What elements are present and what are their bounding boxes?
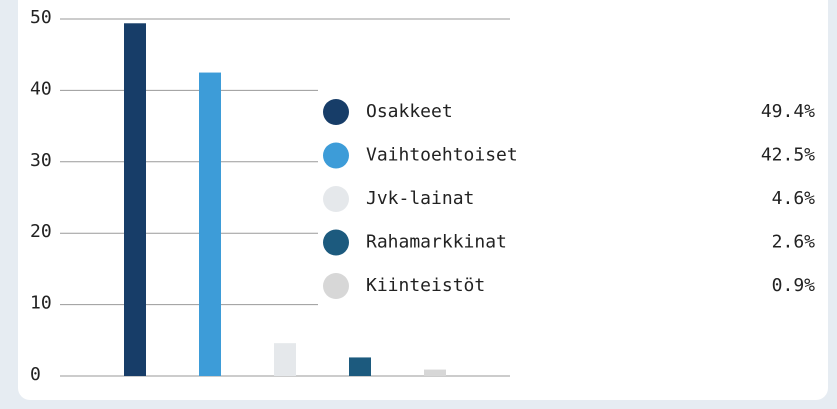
plot: 0 10 20 30 40 50	[30, 7, 510, 385]
legend-label: Jvk-lainat	[366, 188, 474, 209]
legend-label: Vaihtoehtoiset	[366, 145, 518, 166]
bar	[424, 369, 446, 376]
legend-label: Rahamarkkinat	[366, 232, 507, 253]
bar	[349, 357, 371, 376]
legend-value: 42.5%	[761, 145, 815, 166]
legend-value: 2.6%	[772, 232, 816, 253]
bar	[274, 343, 296, 376]
bar	[124, 23, 146, 377]
legend: Osakkeet 49.4% Vaihtoehtoiset 42.5% Jvk-lain…	[323, 99, 815, 299]
y-tick-label: 30	[30, 150, 52, 171]
legend-label: Kiinteistöt	[366, 275, 485, 296]
y-tick-label: 10	[30, 293, 52, 314]
legend-swatch	[323, 99, 349, 125]
legend-value: 0.9%	[772, 275, 816, 296]
y-tick-label: 50	[30, 7, 52, 28]
legend-swatch	[323, 186, 349, 212]
y-tick-label: 0	[30, 364, 41, 385]
y-tick-label: 20	[30, 221, 52, 242]
bar	[199, 72, 221, 377]
legend-swatch	[323, 142, 349, 169]
legend-panel	[318, 88, 828, 310]
legend-label: Osakkeet	[366, 101, 453, 122]
legend-value: 49.4%	[761, 101, 815, 122]
legend-swatch	[323, 229, 349, 256]
legend-swatch	[323, 273, 349, 299]
legend-value: 4.6%	[772, 188, 816, 209]
y-tick-label: 40	[30, 78, 52, 99]
